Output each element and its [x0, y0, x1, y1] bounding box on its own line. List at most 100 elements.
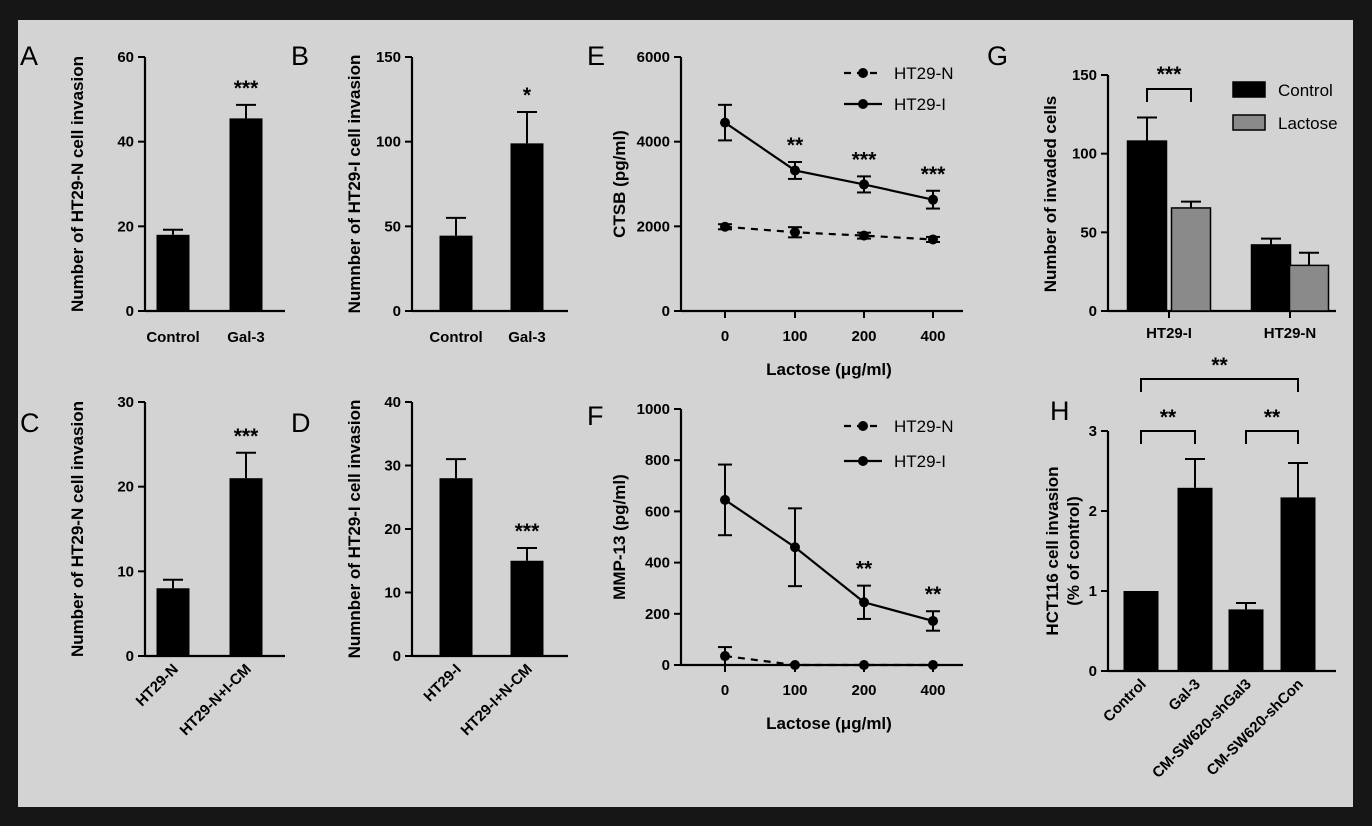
legend-label: Control [1278, 81, 1333, 100]
bar [1280, 497, 1316, 671]
significance-marker: *** [234, 425, 259, 448]
y-tick-label: 150 [376, 49, 401, 66]
significance-marker: ** [1160, 406, 1177, 429]
legend-label: HT29-I [894, 95, 946, 114]
x-tick-label: HT29-I+N-CM [458, 661, 536, 739]
panel-label-d: D [291, 408, 311, 438]
y-tick-label: 0 [1089, 663, 1097, 680]
y-tick-label: 150 [1072, 67, 1097, 84]
panel-label-h: H [1050, 396, 1070, 426]
legend-swatch [1232, 114, 1266, 131]
y-tick-label: 1000 [637, 401, 670, 418]
bar [1123, 591, 1159, 671]
data-point [859, 179, 869, 190]
data-point [928, 194, 938, 205]
bar [1177, 487, 1213, 671]
legend-swatch [1232, 81, 1266, 98]
y-tick-label: 0 [393, 303, 401, 320]
bar [439, 235, 473, 311]
bar [1126, 140, 1168, 312]
y-tick-label: 4000 [637, 134, 670, 151]
panel-label-b: B [291, 41, 309, 71]
data-point [720, 494, 730, 505]
data-point [859, 597, 869, 608]
y-tick-label: 1 [1089, 583, 1097, 600]
legend-label: HT29-N [894, 64, 954, 83]
series-line [724, 225, 934, 241]
bar [1250, 244, 1292, 312]
legend-label: Lactose [1278, 114, 1338, 133]
panel-label-e: E [587, 41, 605, 71]
x-tick-label: 200 [851, 682, 876, 699]
y-axis-label: Numnber of HT29-I cell invasion [345, 55, 364, 314]
figure-panel: A 0 20 40 60 Number of HT29-N cell invasion Co… [18, 20, 1353, 807]
y-tick-label: 600 [645, 503, 670, 520]
y-tick-label: 20 [117, 218, 134, 235]
data-point [928, 615, 938, 626]
data-point [859, 230, 869, 241]
legend-marker [858, 421, 868, 431]
y-tick-label: 2 [1089, 503, 1097, 520]
x-tick-label: Control [429, 329, 482, 346]
y-axis-label: (% of control) [1064, 496, 1083, 606]
bar [510, 560, 544, 656]
significance-bracket [1140, 378, 1299, 392]
x-tick-label: Control [1100, 676, 1150, 726]
y-axis-label: CTSB (pg/ml) [610, 130, 629, 238]
y-tick-label: 400 [645, 555, 670, 572]
y-tick-label: 10 [384, 585, 401, 602]
panel-label-a: A [20, 41, 38, 71]
legend-label: HT29-I [894, 452, 946, 471]
x-tick-label: 100 [782, 682, 807, 699]
data-point [928, 234, 938, 245]
x-tick-label: HT29-N [133, 661, 182, 710]
bar [229, 118, 263, 311]
bar [510, 143, 544, 311]
y-tick-label: 40 [117, 134, 134, 151]
y-tick-label: 20 [117, 479, 134, 496]
x-tick-label: CM-SW620-shGal3 [1149, 676, 1255, 782]
y-tick-label: 100 [1072, 146, 1097, 163]
y-axis-label: HCT116 cell invasion [1043, 466, 1062, 635]
x-tick-label: 0 [721, 682, 729, 699]
legend-marker [858, 456, 868, 466]
significance-bracket [1140, 430, 1196, 444]
bar [156, 234, 190, 311]
y-tick-label: 800 [645, 452, 670, 469]
legend-marker [858, 68, 868, 78]
x-tick-label: Gal-3 [227, 329, 265, 346]
y-tick-label: 100 [376, 134, 401, 151]
y-tick-label: 30 [384, 458, 401, 475]
x-tick-label: CM-SW620-shCon [1203, 676, 1306, 779]
data-point [720, 117, 730, 128]
significance-marker: *** [515, 520, 540, 543]
x-tick-label: HT29-I [420, 661, 464, 705]
series-line [724, 654, 933, 667]
y-axis-label: Numnber of HT29-I cell invasion [345, 400, 364, 659]
bar [156, 588, 190, 656]
significance-marker: *** [234, 77, 259, 100]
y-tick-label: 30 [117, 394, 134, 411]
y-tick-label: 0 [126, 303, 134, 320]
legend-marker [858, 99, 868, 109]
x-tick-label: HT29-N+I-CM [177, 661, 255, 739]
data-point [859, 660, 869, 670]
x-tick-label: 0 [721, 328, 729, 345]
y-tick-label: 40 [384, 394, 401, 411]
panel-label-f: F [587, 401, 604, 431]
significance-marker: *** [921, 163, 946, 186]
y-tick-label: 60 [117, 49, 134, 66]
y-tick-label: 10 [117, 563, 134, 580]
significance-marker: ** [1264, 406, 1281, 429]
data-point [720, 651, 730, 662]
data-point [928, 660, 938, 670]
x-tick-label: 100 [782, 328, 807, 345]
significance-bracket [1146, 88, 1192, 102]
significance-marker: ** [1211, 354, 1228, 377]
y-tick-label: 50 [384, 218, 401, 235]
bar [1170, 207, 1212, 312]
y-axis-label: Number of HT29-N cell invasion [68, 401, 87, 657]
significance-marker: * [523, 84, 532, 107]
y-axis-label: MMP-13 (pg/ml) [610, 474, 629, 600]
